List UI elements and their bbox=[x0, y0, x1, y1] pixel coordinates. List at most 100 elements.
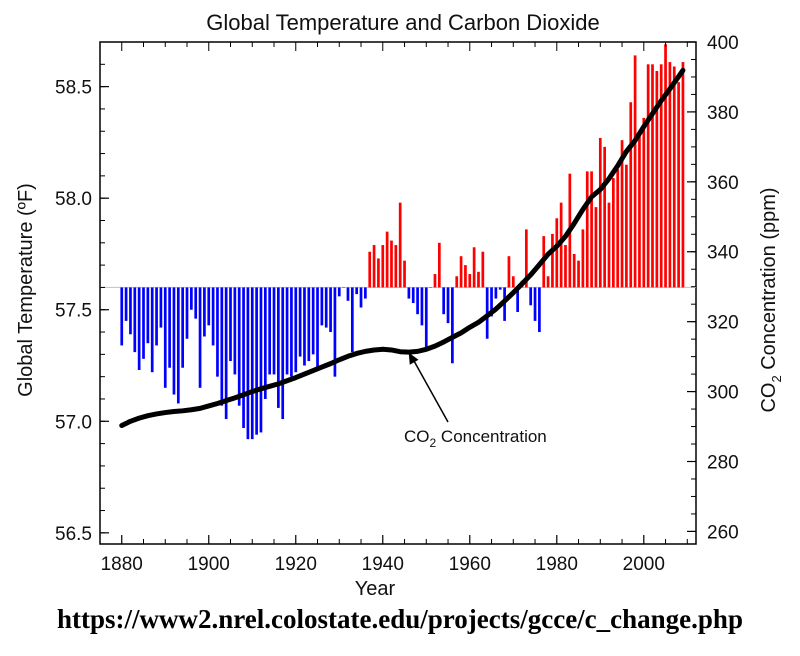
temperature-bar bbox=[150, 287, 154, 373]
temperature-bar bbox=[681, 62, 685, 288]
temperature-bar bbox=[329, 287, 332, 333]
temperature-bar bbox=[337, 287, 341, 297]
x-tick-label: 1980 bbox=[536, 554, 578, 575]
temperature-bar bbox=[203, 287, 206, 337]
temperature-bar bbox=[420, 287, 424, 326]
temperature-bar bbox=[424, 287, 428, 350]
temperature-bar bbox=[677, 82, 680, 288]
temperature-bar bbox=[477, 271, 480, 288]
temperature-bar bbox=[311, 287, 315, 355]
temperature-bar bbox=[350, 287, 354, 353]
temperature-bar bbox=[272, 287, 276, 375]
x-axis-label: Year bbox=[355, 578, 396, 600]
chart-title: Global Temperature and Carbon Dioxide bbox=[206, 10, 599, 35]
co2-annotation: CO2 Concentration bbox=[404, 352, 547, 450]
temperature-bar bbox=[277, 287, 280, 408]
temperature-bar bbox=[307, 287, 311, 362]
temperature-bar bbox=[607, 202, 611, 288]
x-tick-label: 2000 bbox=[623, 554, 665, 575]
temperature-bar bbox=[190, 287, 193, 310]
temperature-co2-chart: Global Temperature and Carbon Dioxide CO… bbox=[15, 10, 784, 600]
temperature-bar bbox=[659, 64, 663, 288]
temperature-bar bbox=[124, 287, 128, 321]
temperature-bar bbox=[390, 240, 393, 288]
temperature-bar bbox=[577, 260, 580, 288]
temperature-bar bbox=[259, 287, 263, 433]
temperature-bar bbox=[364, 287, 367, 299]
temperature-bar bbox=[281, 287, 285, 420]
temperature-bar bbox=[285, 287, 289, 375]
temperature-bar bbox=[498, 287, 502, 290]
temperature-bar bbox=[507, 256, 511, 288]
y-tick-label: 56.5 bbox=[55, 524, 92, 545]
temperature-bar bbox=[342, 287, 345, 288]
temperature-bar bbox=[324, 287, 328, 328]
temperature-bar bbox=[629, 102, 633, 288]
co2-annotation-label: CO2 Concentration bbox=[404, 427, 547, 450]
temperature-bar bbox=[316, 287, 319, 370]
temperature-bar bbox=[216, 287, 219, 377]
temperature-bar bbox=[137, 287, 141, 370]
temperature-bar bbox=[598, 137, 602, 288]
temperature-bar bbox=[294, 287, 298, 373]
temperature-bar bbox=[133, 287, 137, 353]
temperature-bar bbox=[172, 287, 176, 395]
temperature-bar bbox=[455, 276, 459, 288]
x-tick-label: 1940 bbox=[362, 554, 404, 575]
temperature-bar bbox=[672, 66, 676, 288]
y-tick-label: 58.0 bbox=[55, 189, 92, 210]
temperature-bar bbox=[385, 231, 389, 288]
temperature-bar bbox=[198, 287, 202, 388]
temperature-bar bbox=[511, 276, 515, 288]
temperature-bar bbox=[368, 251, 372, 288]
temperature-bar bbox=[220, 287, 224, 406]
temperature-bar bbox=[516, 287, 519, 312]
temperature-bar bbox=[229, 287, 232, 362]
temperature-bar bbox=[185, 287, 189, 339]
temperature-bar bbox=[603, 146, 606, 288]
y2-tick-label: 380 bbox=[707, 103, 739, 124]
temperature-bar bbox=[472, 247, 476, 288]
temperature-bar bbox=[633, 55, 637, 288]
y2-tick-label: 340 bbox=[707, 243, 739, 264]
x-axis-ticks: 1880 1900 1920 1940 1960 1980 2000 bbox=[101, 42, 688, 575]
x-tick-label: 1920 bbox=[275, 554, 317, 575]
temperature-bar bbox=[194, 287, 198, 319]
temperature-bar bbox=[346, 287, 350, 301]
temperature-bar bbox=[590, 171, 593, 288]
temperature-bar bbox=[146, 287, 150, 344]
x-tick-label: 1880 bbox=[101, 554, 143, 575]
temperature-bar bbox=[163, 287, 167, 388]
temperature-bar bbox=[529, 287, 533, 306]
temperature-bar bbox=[651, 64, 654, 288]
temperature-bar bbox=[468, 274, 472, 288]
temperature-bar bbox=[638, 131, 641, 288]
temperature-bar bbox=[246, 287, 250, 440]
temperature-bar bbox=[668, 62, 672, 288]
temperature-bar bbox=[564, 245, 567, 288]
temperature-bar bbox=[429, 287, 432, 288]
temperature-bars bbox=[120, 44, 685, 440]
temperature-bar bbox=[551, 233, 554, 288]
temperature-bar bbox=[381, 245, 385, 288]
y-tick-label: 58.5 bbox=[55, 78, 92, 99]
right-axis-ticks: 260 280 300 320 340 360 380 400 bbox=[687, 33, 739, 543]
temperature-bar bbox=[594, 207, 598, 288]
y2-tick-label: 300 bbox=[707, 383, 739, 404]
temperature-bar bbox=[437, 242, 441, 288]
temperature-bar bbox=[142, 287, 145, 359]
temperature-bar bbox=[129, 287, 132, 335]
temperature-bar bbox=[298, 287, 302, 357]
temperature-bar bbox=[494, 287, 498, 299]
temperature-bar bbox=[524, 229, 528, 288]
y2-tick-label: 360 bbox=[707, 173, 739, 194]
y2-tick-label: 280 bbox=[707, 452, 739, 473]
temperature-bar bbox=[359, 287, 363, 308]
left-axis-ticks: 56.5 57.0 57.5 58.0 58.5 bbox=[55, 63, 109, 545]
temperature-bar bbox=[176, 287, 180, 404]
temperature-bar bbox=[664, 44, 667, 288]
temperature-bar bbox=[403, 260, 406, 288]
temperature-bar bbox=[411, 287, 415, 304]
temperature-bar bbox=[433, 274, 437, 288]
y2-tick-label: 320 bbox=[707, 313, 739, 334]
